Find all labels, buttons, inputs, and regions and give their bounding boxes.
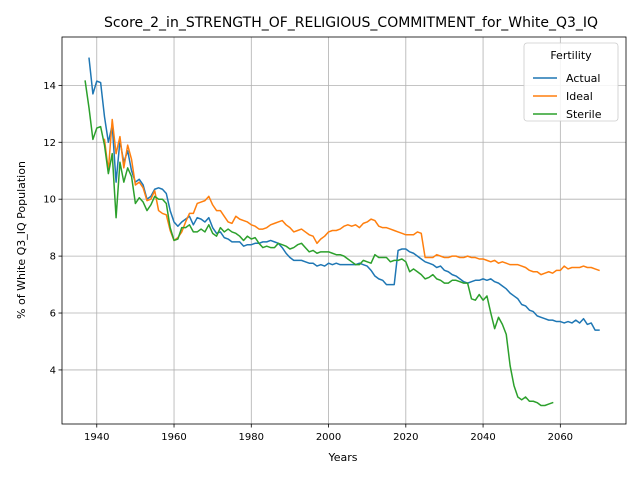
x-tick-label: 2020: [393, 432, 418, 443]
plot-frame: [61, 36, 627, 425]
y-axis-ticks: 4 6 8 10 12 14: [43, 81, 62, 376]
x-tick-label: 2040: [470, 432, 495, 443]
y-tick-label: 14: [43, 81, 56, 92]
series-line-actual: [88, 57, 600, 331]
x-tick-label: 1960: [161, 432, 186, 443]
series-line-sterile: [84, 80, 554, 407]
series-lines: [84, 57, 600, 407]
chart-title: Score_2_in_STRENGTH_OF_RELIGIOUS_COMMITM…: [104, 15, 598, 31]
x-tick-label: 1940: [84, 432, 109, 443]
x-axis-ticks: 1940 1960 1980 2000 2020 2040 2060: [84, 424, 573, 443]
y-tick-label: 10: [43, 195, 56, 206]
series-line-ideal: [103, 118, 600, 276]
legend: Fertility Actual Ideal Sterile: [523, 42, 619, 122]
x-axis-label: Years: [327, 451, 357, 464]
y-tick-label: 8: [50, 252, 56, 263]
y-tick-label: 4: [50, 365, 56, 376]
x-tick-label: 2000: [316, 432, 341, 443]
legend-label-sterile: Sterile: [566, 108, 602, 121]
legend-box: [523, 42, 619, 122]
y-tick-label: 12: [43, 138, 56, 149]
x-tick-label: 2060: [548, 432, 573, 443]
y-axis-label: % of White Q3_IQ Population: [15, 161, 28, 319]
y-tick-label: 6: [50, 309, 56, 320]
legend-items: Actual Ideal Sterile: [533, 72, 602, 121]
legend-label-actual: Actual: [566, 72, 600, 85]
legend-title: Fertility: [550, 49, 592, 62]
legend-label-ideal: Ideal: [566, 90, 593, 103]
x-tick-label: 1980: [239, 432, 264, 443]
grid-lines: [62, 37, 626, 424]
